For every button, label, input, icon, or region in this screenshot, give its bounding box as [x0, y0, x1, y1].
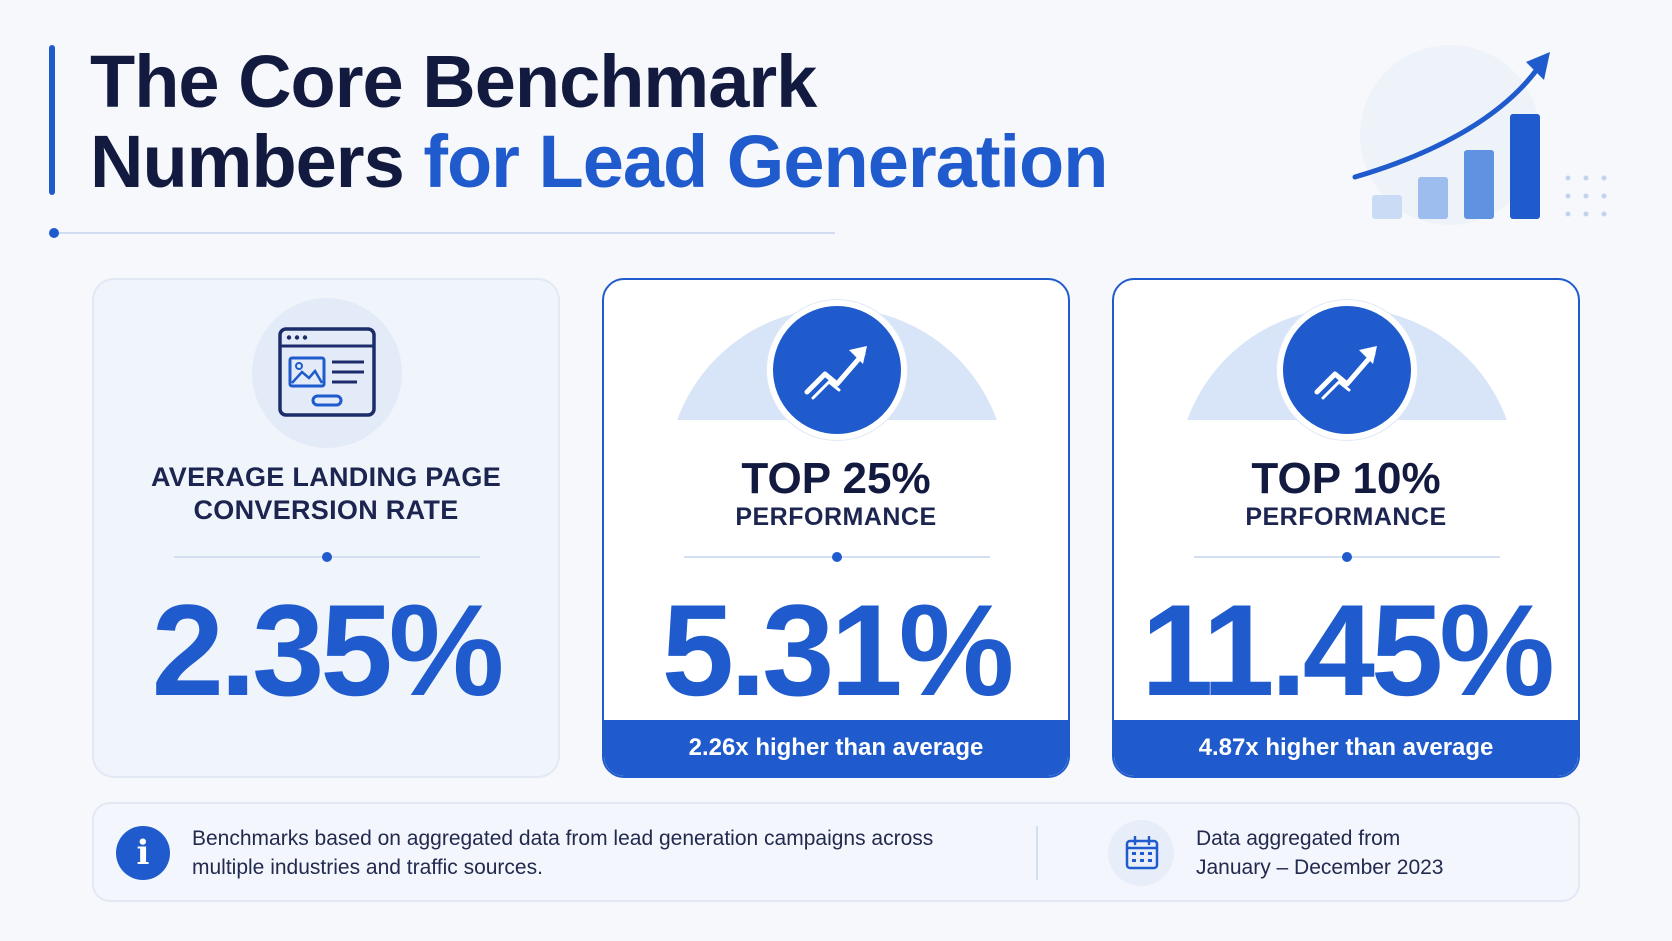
note-separator	[1036, 826, 1038, 880]
card-divider-dot	[322, 552, 332, 562]
card-divider-dot	[1342, 552, 1352, 562]
card-label-line-2: CONVERSION RATE	[193, 495, 459, 525]
card-divider-dot	[832, 552, 842, 562]
average-conversion-card: AVERAGE LANDING PAGE CONVERSION RATE 2.3…	[92, 278, 560, 778]
trending-up-icon	[1314, 346, 1377, 400]
date-line-2: January – December 2023	[1196, 856, 1444, 879]
card-footer: 2.26x higher than average	[604, 720, 1068, 776]
growth-chart-icon	[1352, 45, 1607, 225]
title-line-2-plain: Numbers	[90, 120, 424, 203]
note-text: Benchmarks based on aggregated data from…	[192, 827, 934, 879]
page-title: The Core Benchmark Numbers for Lead Gene…	[90, 42, 1190, 202]
card-label-sub: PERFORMANCE	[1245, 503, 1447, 531]
card-label-sub: PERFORMANCE	[735, 503, 937, 531]
card-footer: 4.87x higher than average	[1114, 720, 1578, 776]
badge	[767, 300, 907, 440]
date-range-text: Data aggregated from January – December …	[1196, 824, 1556, 882]
top-25-card: TOP 25% PERFORMANCE 5.31% 2.26x higher t…	[602, 278, 1070, 778]
average-conversion-value: 2.35%	[151, 577, 505, 723]
card-label-big: TOP 25%	[741, 454, 931, 503]
trending-up-icon	[804, 346, 867, 400]
title-underline	[55, 232, 835, 234]
title-accent-bar	[49, 45, 55, 195]
browser-window-icon	[278, 327, 376, 417]
badge	[1277, 300, 1417, 440]
card-label-line-1: AVERAGE LANDING PAGE	[150, 462, 502, 492]
methodology-note: i Benchmarks based on aggregated data fr…	[92, 802, 1580, 902]
top-10-card: TOP 10% PERFORMANCE 11.45% 4.87x higher …	[1112, 278, 1580, 778]
title-line-1: The Core Benchmark	[90, 40, 817, 123]
title-line-2-accent: for Lead Generation	[423, 120, 1108, 203]
top-10-value: 11.45%	[1141, 577, 1555, 723]
calendar-icon	[1125, 836, 1159, 870]
title-underline-dot	[49, 228, 59, 238]
icon-halo	[252, 298, 402, 448]
info-icon: i	[116, 826, 170, 880]
card-label-big: TOP 10%	[1251, 454, 1441, 503]
date-line-1: Data aggregated from	[1196, 827, 1401, 850]
calendar-halo	[1108, 820, 1174, 886]
top-25-value: 5.31%	[661, 577, 1015, 723]
